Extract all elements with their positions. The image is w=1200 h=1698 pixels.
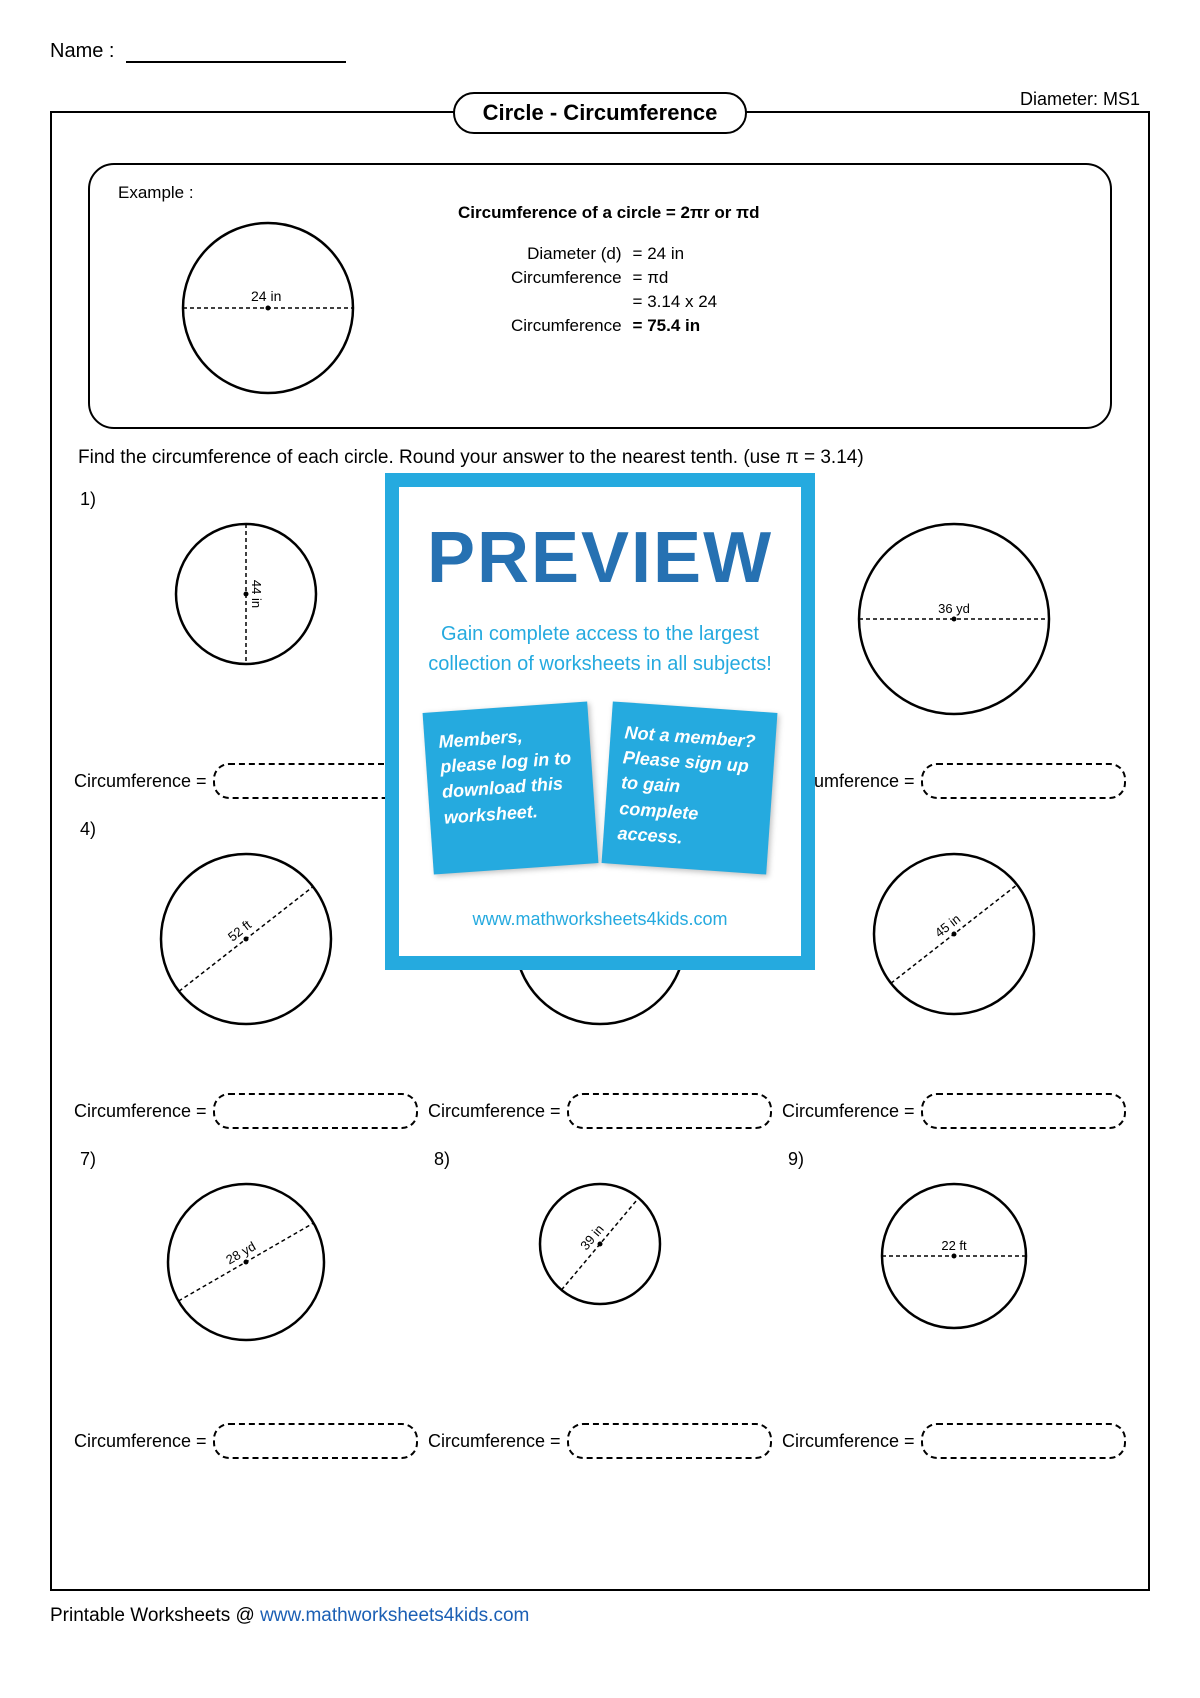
diameter-label: 52 ft	[225, 917, 254, 945]
signup-card[interactable]: Not a member? Please sign up to gain com…	[602, 701, 778, 874]
main-frame: Example : 24 in Circumference of a circl…	[50, 111, 1150, 1591]
problem-cell: 6) 45 in Circumference =	[782, 819, 1126, 1129]
answer-blank[interactable]	[921, 1093, 1126, 1129]
preview-overlay: PREVIEW Gain complete access to the larg…	[385, 473, 815, 970]
problem-number: 1)	[80, 489, 96, 510]
answer-row: Circumference =	[74, 1093, 418, 1129]
problem-circle: 44 in	[171, 519, 321, 674]
answer-blank[interactable]	[567, 1093, 772, 1129]
answer-row: Circumference =	[74, 763, 418, 799]
problem-number: 8)	[434, 1149, 450, 1170]
problem-number: 7)	[80, 1149, 96, 1170]
preview-title: PREVIEW	[417, 517, 783, 599]
problem-cell: 1) 44 in Circumference =	[74, 489, 418, 799]
name-input-line[interactable]	[126, 61, 346, 63]
problem-circle: 52 ft	[156, 849, 336, 1034]
answer-blank[interactable]	[921, 1423, 1126, 1459]
answer-blank[interactable]	[567, 1423, 772, 1459]
diameter-label: 44 in	[249, 580, 264, 608]
answer-row: Circumference =	[782, 763, 1126, 799]
problem-cell: 9) 22 ft Circumference =	[782, 1149, 1126, 1459]
problem-circle: 22 ft	[877, 1179, 1031, 1338]
problem-circle: 39 in	[535, 1179, 665, 1314]
diameter-label: 45 in	[932, 911, 963, 940]
problem-circle: 36 yd	[854, 519, 1054, 724]
footer: Printable Worksheets @ www.mathworksheet…	[50, 1605, 1150, 1627]
answer-row: Circumference =	[782, 1093, 1126, 1129]
page-title: Circle - Circumference	[453, 92, 748, 134]
answer-label: Circumference =	[74, 1431, 207, 1452]
problem-cell: 8) 39 in Circumference =	[428, 1149, 772, 1459]
diameter-label: 28 yd	[223, 1238, 258, 1267]
answer-row: Circumference =	[74, 1423, 418, 1459]
answer-row: Circumference =	[428, 1093, 772, 1129]
problem-number: 4)	[80, 819, 96, 840]
answer-label: Circumference =	[782, 1431, 915, 1452]
answer-label: Circumference =	[782, 1101, 915, 1122]
answer-blank[interactable]	[921, 763, 1126, 799]
problem-number: 9)	[788, 1149, 804, 1170]
example-box: Example : 24 in Circumference of a circl…	[88, 163, 1112, 429]
login-card[interactable]: Members, please log in to download this …	[423, 701, 599, 874]
answer-row: Circumference =	[428, 1423, 772, 1459]
answer-label: Circumference =	[74, 1101, 207, 1122]
problem-cell: 4) 52 ft Circumference =	[74, 819, 418, 1129]
problem-cell: 3) 36 yd Circumference =	[782, 489, 1126, 799]
problem-cell: 7) 28 yd Circumference =	[74, 1149, 418, 1459]
answer-label: Circumference =	[74, 771, 207, 792]
answer-blank[interactable]	[213, 1423, 418, 1459]
instructions: Find the circumference of each circle. R…	[78, 447, 1122, 469]
footer-text: Printable Worksheets @	[50, 1605, 260, 1626]
footer-link[interactable]: www.mathworksheets4kids.com	[260, 1605, 529, 1626]
example-circle: 24 in	[173, 213, 363, 403]
preview-subtitle: Gain complete access to the largest coll…	[417, 619, 783, 679]
worksheet-page: Name : Circle - Circumference Diameter: …	[0, 0, 1200, 1667]
header-right-label: Diameter: MS1	[1020, 89, 1140, 110]
name-field-row: Name :	[50, 40, 1150, 63]
problem-circle: 45 in	[869, 849, 1039, 1024]
problem-circle: 28 yd	[163, 1179, 329, 1350]
example-diameter-text: 24 in	[251, 288, 281, 304]
preview-url[interactable]: www.mathworksheets4kids.com	[417, 909, 783, 930]
answer-label: Circumference =	[428, 1431, 561, 1452]
answer-blank[interactable]	[213, 1093, 418, 1129]
formula-line: Circumference of a circle = 2πr or πd	[458, 203, 1082, 223]
answer-row: Circumference =	[782, 1423, 1126, 1459]
diameter-label: 39 in	[577, 1222, 607, 1253]
name-label: Name :	[50, 40, 114, 62]
example-formula-block: Circumference of a circle = 2πr or πd Di…	[418, 183, 1082, 403]
example-label: Example :	[118, 183, 418, 203]
answer-label: Circumference =	[428, 1101, 561, 1122]
diameter-label: 22 ft	[941, 1238, 967, 1253]
diameter-label: 36 yd	[938, 601, 970, 616]
